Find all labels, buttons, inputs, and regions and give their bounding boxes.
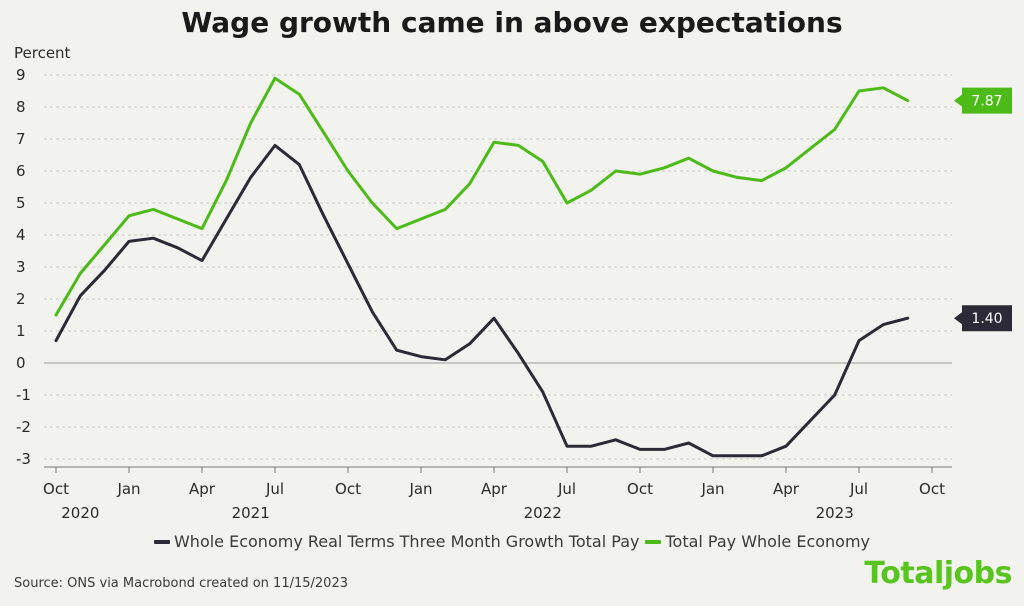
x-tick-label: Oct [627, 480, 653, 498]
y-tick-label: 2 [16, 290, 26, 308]
y-tick-label: 0 [16, 354, 26, 372]
x-tick-label: Jan [408, 480, 432, 498]
y-tick-label: 9 [16, 66, 26, 84]
end-label-box [954, 305, 1012, 332]
end-labels: 1.40 7.87 [954, 87, 1012, 332]
y-tick-label: 7 [16, 130, 26, 148]
x-tick-label: Jul [849, 480, 868, 498]
chart-title: Wage growth came in above expectations [181, 6, 843, 39]
x-tick-label: Apr [481, 480, 508, 498]
legend: Whole Economy Real Terms Three Month Gro… [0, 532, 1024, 551]
y-unit-label: Percent [14, 44, 71, 62]
y-tick-label: 6 [16, 162, 26, 180]
y-tick-label: -3 [16, 450, 31, 468]
x-year-label: 2023 [816, 504, 854, 522]
legend-label-total-pay: Total Pay Whole Economy [665, 532, 871, 551]
x-tick-label: Jul [265, 480, 284, 498]
x-tick-label: Jan [116, 480, 140, 498]
x-tick-label: Oct [335, 480, 361, 498]
end-value-label: 1.40 [971, 311, 1002, 327]
y-tick-label: 1 [16, 322, 26, 340]
y-tick-label: 3 [16, 258, 26, 276]
end-value-label: 7.87 [971, 94, 1002, 110]
legend-swatch-total-pay [645, 539, 662, 544]
y-tick-label: 8 [16, 98, 26, 116]
y-tick-labels: 9 8 7 6 5 4 3 2 1 0 -1 -2 -3 [16, 66, 31, 468]
x-tick-label: Apr [189, 480, 216, 498]
x-year-label: 2021 [232, 504, 270, 522]
series-line-total-pay [54, 76, 910, 317]
grid-lines [44, 74, 952, 460]
legend-item-total-pay: Total Pay Whole Economy [645, 532, 870, 551]
line-chart: 9 8 7 6 5 4 3 2 1 0 -1 -2 -3 Oct Jan Apr Jul Oct Jan Apr Ju… [14, 44, 1012, 522]
source-note: Source: ONS via Macrobond created on 11/… [14, 576, 348, 591]
y-tick-label: -1 [16, 386, 31, 404]
series-line-real-terms [54, 143, 910, 458]
x-year-label: 2020 [61, 504, 99, 522]
x-tick-label: Oct [43, 480, 69, 498]
x-tick-label: Oct [919, 480, 945, 498]
x-year-label: 2022 [524, 504, 562, 522]
y-tick-label: 4 [16, 226, 26, 244]
y-tick-label: -2 [16, 418, 31, 436]
end-label-box [954, 87, 1012, 114]
brand-logo: Totaljobs [864, 556, 1012, 591]
x-tick-label: Jul [557, 480, 576, 498]
x-tick-label: Jan [700, 480, 724, 498]
series-lines [54, 76, 910, 458]
legend-swatch-real-terms [153, 539, 170, 544]
legend-item-real-terms: Whole Economy Real Terms Three Month Gro… [153, 532, 640, 551]
x-tick-labels: Oct Jan Apr Jul Oct Jan Apr Jul Oct Jan Apr Jul Oct 2… [43, 467, 945, 522]
x-tick-label: Apr [773, 480, 800, 498]
y-tick-label: 5 [16, 194, 26, 212]
legend-label-real-terms: Whole Economy Real Terms Three Month Gro… [173, 532, 640, 551]
